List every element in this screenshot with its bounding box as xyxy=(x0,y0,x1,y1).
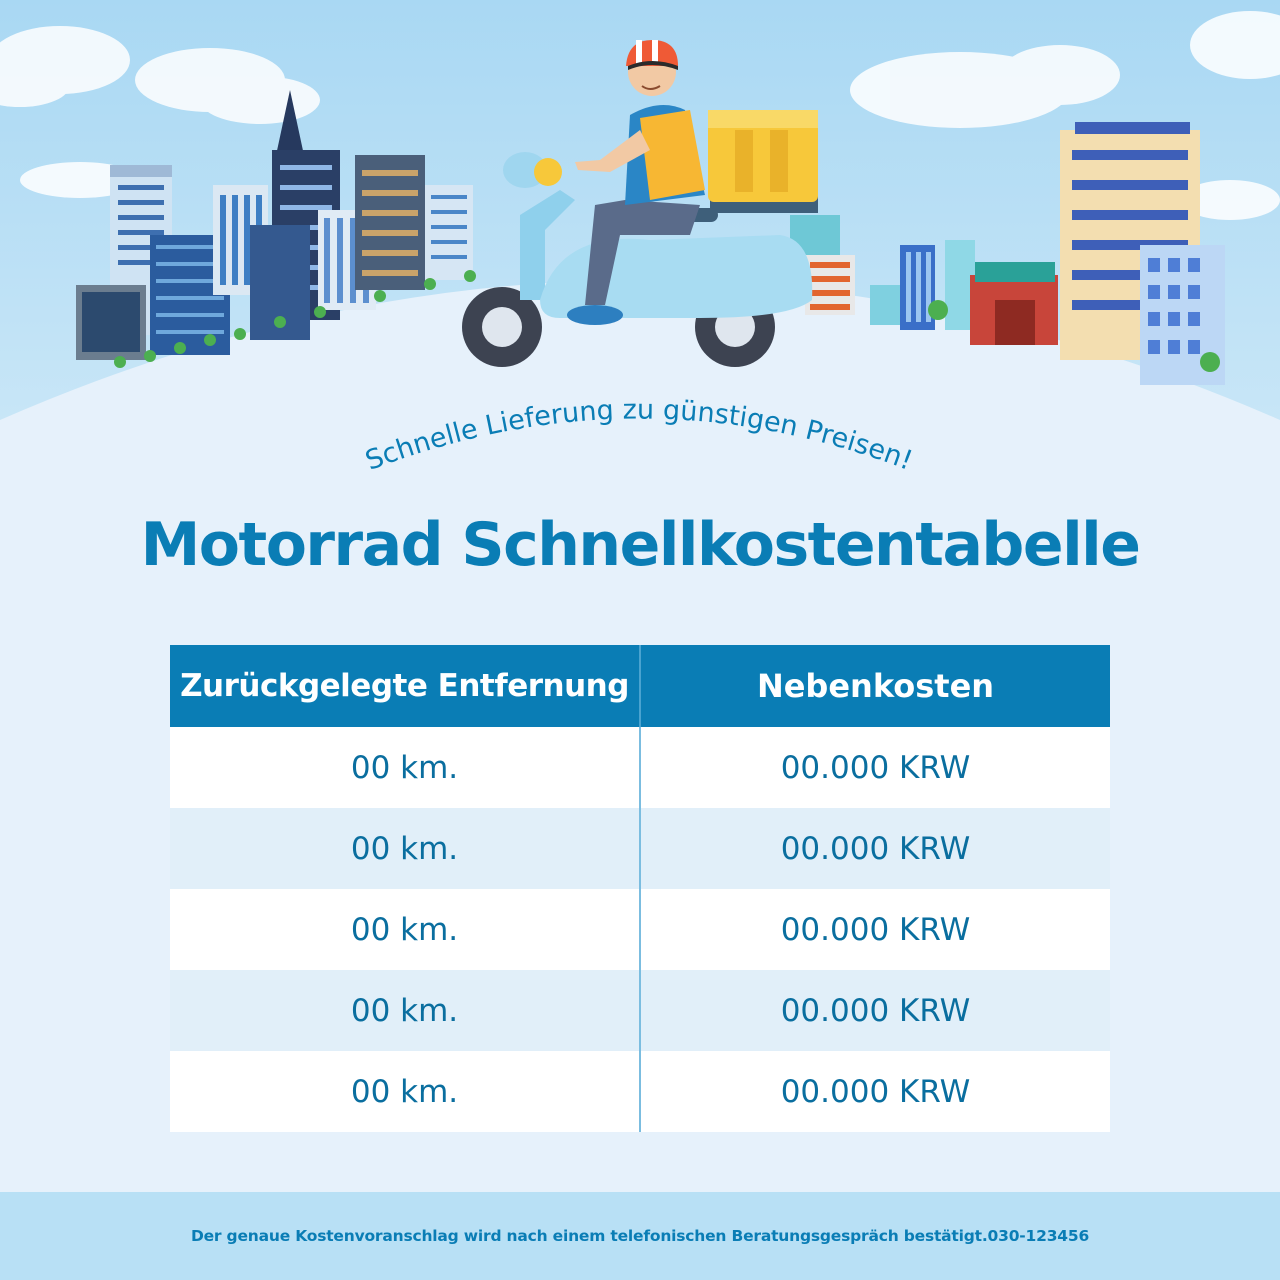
table-row: 00 km. 00.000 KRW xyxy=(170,808,1110,889)
cloud-icon xyxy=(0,11,1280,220)
right-city-buildings xyxy=(790,122,1225,385)
tagline-curve: Schnelle Lieferung zu günstigen Preisen! xyxy=(361,394,916,476)
left-city-buildings xyxy=(76,90,476,368)
cost-cell: 00.000 KRW xyxy=(780,911,971,948)
distance-cell: 00 km. xyxy=(170,727,641,808)
table-row: 00 km. 00.000 KRW xyxy=(170,970,1110,1051)
table-row: 00 km. 00.000 KRW xyxy=(170,889,1110,970)
table-row: 00 km. 00.000 KRW xyxy=(170,1051,1110,1132)
cost-cell: 00.000 KRW xyxy=(780,1073,971,1110)
column-header-distance: Zurückgelegte Entfernung xyxy=(170,645,641,727)
delivery-illustration xyxy=(0,0,1280,520)
distance-cell: 00 km. xyxy=(170,1051,641,1132)
distance-cell: 00 km. xyxy=(170,889,641,970)
table-body: 00 km. 00.000 KRW 00 km. 00.000 KRW 00 k… xyxy=(170,727,1110,1132)
delivery-scooter-illustration xyxy=(462,40,818,367)
distance-cell: 00 km. xyxy=(170,970,641,1051)
footer-bar: Der genaue Kostenvoranschlag wird nach e… xyxy=(0,1192,1280,1280)
cost-cell: 00.000 KRW xyxy=(780,830,971,867)
cost-cell: 00.000 KRW xyxy=(780,749,971,786)
cost-table: Zurückgelegte Entfernung Nebenkosten 00 … xyxy=(170,645,1110,1132)
cost-cell: 00.000 KRW xyxy=(780,992,971,1029)
table-header: Zurückgelegte Entfernung Nebenkosten xyxy=(170,645,1110,727)
table-row: 00 km. 00.000 KRW xyxy=(170,727,1110,808)
page-title: Motorrad Schnellkostentabelle xyxy=(140,510,1141,580)
footer-note: Der genaue Kostenvoranschlag wird nach e… xyxy=(190,1227,1090,1245)
distance-cell: 00 km. xyxy=(170,808,641,889)
tagline: Schnelle Lieferung zu günstigen Preisen! xyxy=(361,394,916,476)
column-header-costs: Nebenkosten xyxy=(756,667,995,705)
